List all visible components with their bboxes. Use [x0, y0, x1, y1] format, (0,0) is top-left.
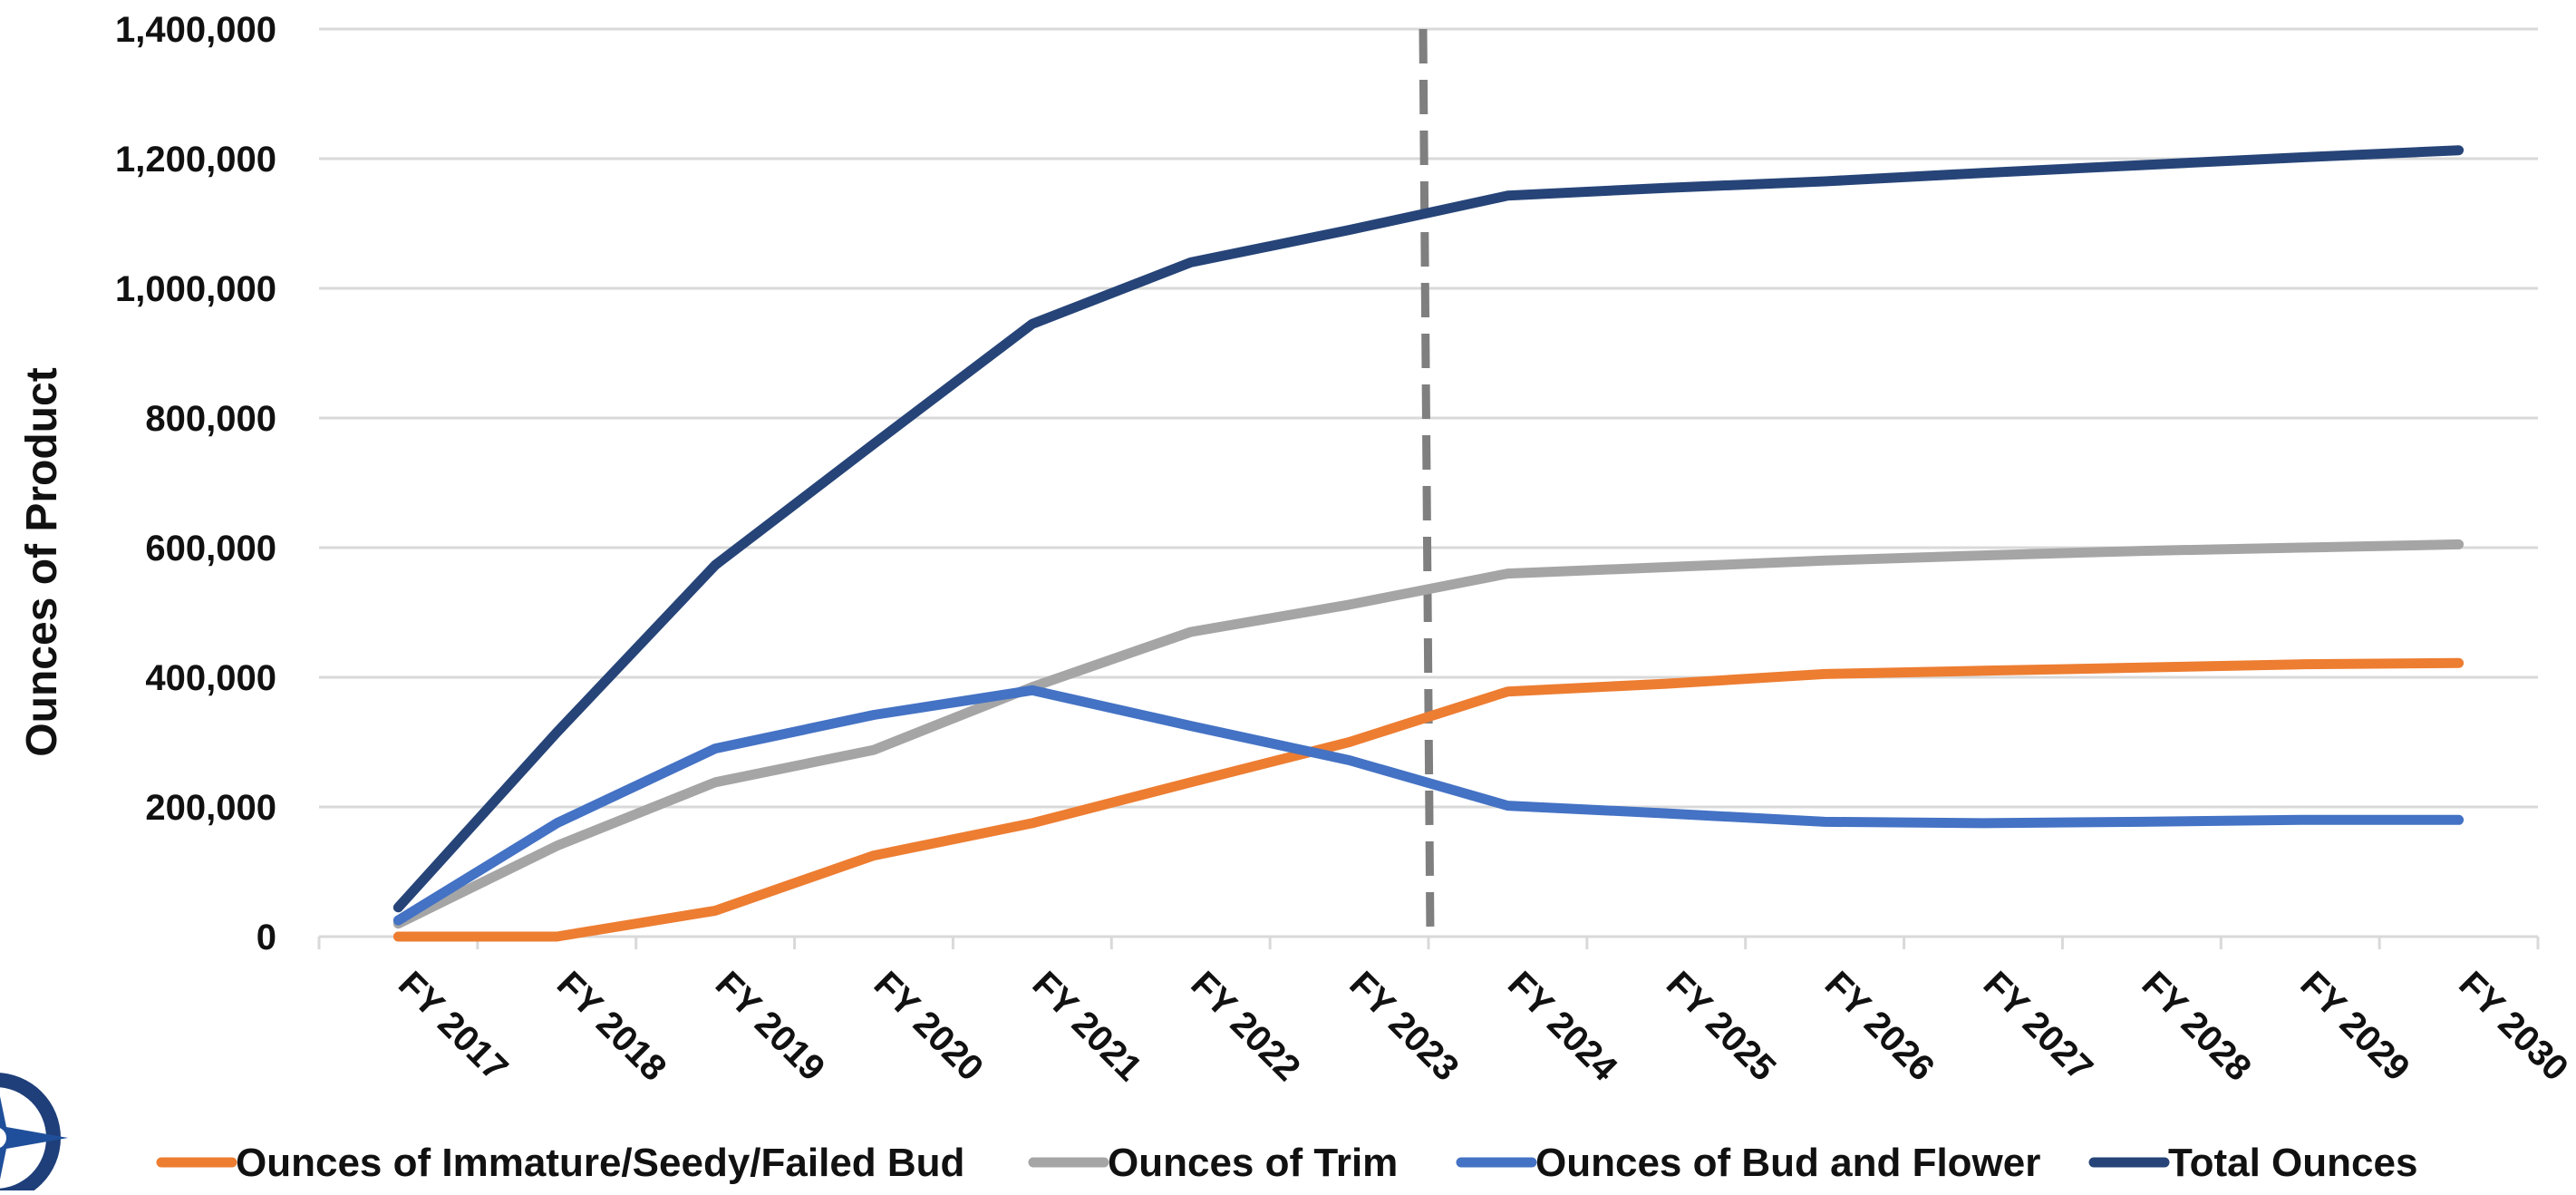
series-line — [392, 685, 2465, 926]
y-tick-label: 1,400,000 — [115, 10, 276, 50]
divider-line — [1419, 28, 1435, 938]
y-tick-label: 400,000 — [145, 658, 276, 698]
x-tick-label: FY 2017 — [391, 964, 516, 1089]
series-line — [392, 145, 2465, 913]
y-tick-label: 0 — [257, 918, 276, 957]
x-tick-label: FY 2030 — [2451, 964, 2576, 1089]
x-tick-label: FY 2020 — [867, 964, 992, 1089]
x-tick-label: FY 2019 — [708, 964, 833, 1089]
legend-label: Total Ounces — [2168, 1141, 2417, 1185]
x-tick-label: FY 2029 — [2292, 964, 2417, 1089]
x-tick-label: FY 2022 — [1183, 964, 1308, 1089]
x-tick-label: FY 2018 — [549, 964, 674, 1089]
y-tick-label: 600,000 — [145, 529, 276, 568]
series-line — [392, 657, 2465, 942]
x-axis-ticks: FY 2017 FY 2018 FY 2019 FY 2020 FY 2021 FY 20… — [391, 964, 2576, 1089]
x-tick-label: FY 2027 — [1976, 964, 2101, 1089]
x-tick-label: FY 2021 — [1024, 964, 1149, 1089]
series-line — [392, 539, 2465, 929]
legend-label: Ounces of Immature/Seedy/Failed Bud — [236, 1141, 964, 1185]
legend: Ounces of Immature/Seedy/Failed Bud Ounce… — [156, 1141, 2417, 1185]
x-tick-label: FY 2023 — [1341, 964, 1467, 1089]
x-tick-label: FY 2026 — [1817, 964, 1942, 1089]
series-lines — [392, 145, 2465, 942]
legend-label: Ounces of Bud and Flower — [1535, 1141, 2040, 1185]
x-tick-label: FY 2028 — [2134, 964, 2259, 1089]
y-tick-label: 800,000 — [145, 399, 276, 439]
forecast-divider — [1419, 28, 1435, 938]
seal-logo-icon — [0, 1073, 68, 1195]
y-axis-ticks: 0 200,000 400,000 600,000 800,000 1,000,000 1,… — [115, 10, 276, 957]
y-axis-label: Ounces of Product — [18, 367, 66, 756]
y-tick-label: 1,200,000 — [115, 140, 276, 180]
x-tick-label: FY 2025 — [1659, 964, 1784, 1089]
x-tick-label: FY 2024 — [1500, 964, 1625, 1089]
legend-label: Ounces of Trim — [1108, 1141, 1398, 1185]
y-tick-label: 200,000 — [145, 788, 276, 828]
y-tick-label: 1,000,000 — [115, 269, 276, 309]
